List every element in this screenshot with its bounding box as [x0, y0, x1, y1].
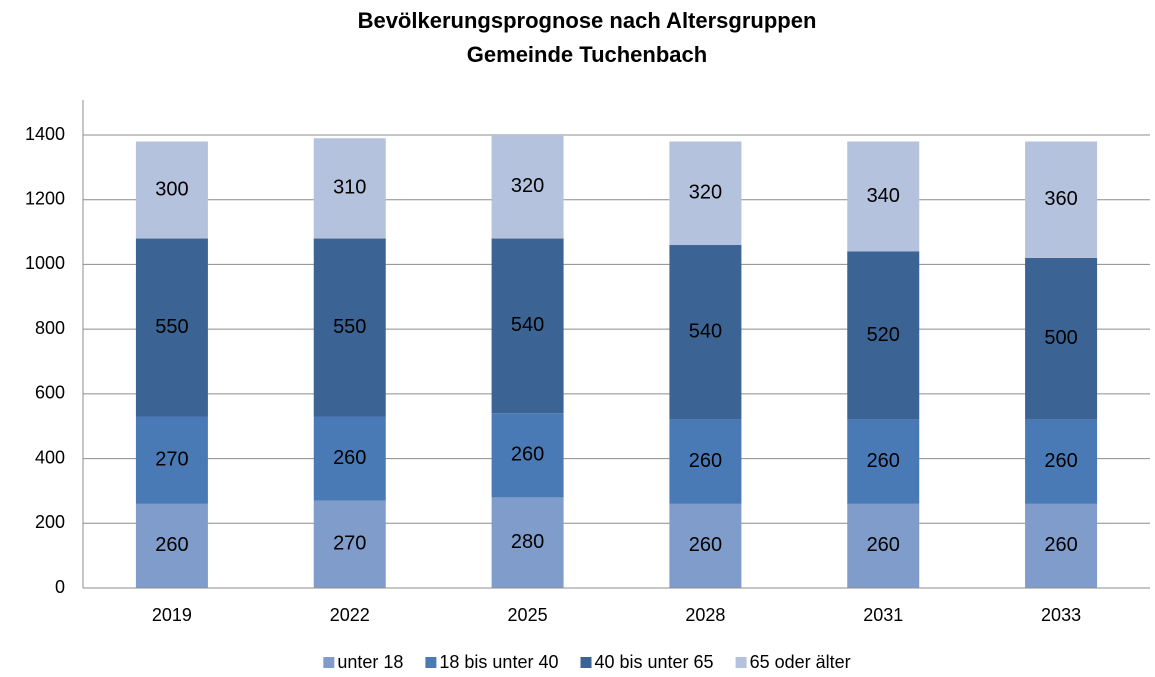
legend-swatch — [580, 657, 592, 668]
y-tick-label: 1400 — [25, 124, 65, 144]
y-tick-label: 200 — [35, 512, 65, 532]
data-label: 260 — [155, 534, 188, 556]
bar-segment — [1025, 503, 1098, 588]
data-label: 550 — [333, 316, 366, 338]
data-label: 550 — [155, 316, 188, 338]
data-label: 260 — [867, 534, 900, 556]
y-tick-label: 1000 — [25, 253, 65, 273]
data-label: 540 — [511, 314, 544, 336]
data-label: 320 — [511, 175, 544, 197]
y-tick-label: 0 — [55, 577, 65, 597]
bar-segment — [669, 245, 742, 420]
data-label: 360 — [1044, 188, 1077, 210]
bar-segment — [135, 141, 208, 239]
bar-segment — [313, 138, 386, 239]
legend-swatch — [425, 657, 437, 668]
bar-segment — [135, 416, 208, 504]
y-tick-label: 600 — [35, 383, 65, 403]
data-label: 310 — [333, 177, 366, 199]
data-label: 500 — [1044, 327, 1077, 349]
data-label: 260 — [511, 444, 544, 466]
data-label: 280 — [511, 531, 544, 553]
bar-segment — [313, 416, 386, 501]
data-label: 260 — [689, 534, 722, 556]
x-tick-label: 2028 — [685, 605, 725, 625]
data-label: 270 — [333, 533, 366, 555]
legend-swatch — [735, 657, 747, 668]
y-tick-label: 1200 — [25, 188, 65, 208]
x-tick-label: 2031 — [863, 605, 903, 625]
bar-segment — [1025, 257, 1098, 420]
bar-segment — [491, 238, 564, 414]
bar-segment — [135, 503, 208, 588]
bar-segment — [669, 503, 742, 588]
legend-label: 65 oder älter — [750, 652, 851, 672]
bar-segment — [491, 497, 564, 588]
legend-label: unter 18 — [337, 652, 403, 672]
bar-segment — [669, 419, 742, 504]
data-label: 260 — [1044, 450, 1077, 472]
legend-label: 18 bis unter 40 — [439, 652, 558, 672]
legend-swatch — [323, 657, 335, 668]
bar-segment — [847, 141, 920, 252]
data-label: 260 — [333, 447, 366, 469]
bar-segment — [313, 500, 386, 588]
bar-segment — [847, 251, 920, 420]
bar-segment — [847, 503, 920, 588]
chart-subtitle: Gemeinde Tuchenbach — [467, 42, 707, 67]
bar-segment — [491, 413, 564, 498]
bar-segment — [847, 419, 920, 504]
x-tick-label: 2022 — [330, 605, 370, 625]
bar-segment — [135, 238, 208, 417]
bar-segment — [491, 135, 564, 239]
y-tick-label: 800 — [35, 318, 65, 338]
x-tick-label: 2019 — [152, 605, 192, 625]
bar-segment — [313, 238, 386, 417]
data-label: 320 — [689, 182, 722, 204]
x-tick-label: 2025 — [508, 605, 548, 625]
data-label: 260 — [1044, 534, 1077, 556]
legend-label: 40 bis unter 65 — [594, 652, 713, 672]
chart-title: Bevölkerungsprognose nach Altersgruppen — [358, 8, 817, 33]
x-tick-label: 2033 — [1041, 605, 1081, 625]
data-label: 270 — [155, 448, 188, 470]
data-label: 260 — [689, 450, 722, 472]
bar-segment — [669, 141, 742, 246]
data-label: 340 — [867, 185, 900, 207]
bar-segment — [1025, 419, 1098, 504]
data-label: 540 — [689, 321, 722, 343]
data-label: 520 — [867, 324, 900, 346]
data-label: 300 — [155, 178, 188, 200]
y-tick-label: 400 — [35, 447, 65, 467]
bar-segment — [1025, 141, 1098, 258]
data-label: 260 — [867, 450, 900, 472]
